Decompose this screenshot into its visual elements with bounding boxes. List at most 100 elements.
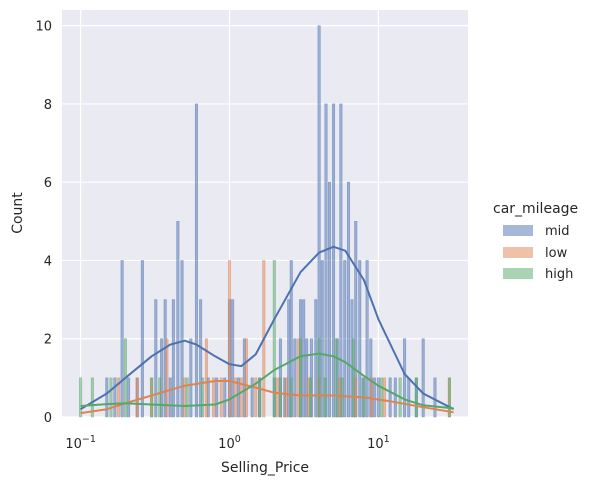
y-tick-label: 10	[35, 20, 52, 35]
kde-line-low	[80, 380, 454, 415]
bar-mid	[176, 221, 180, 418]
bar-mid	[194, 103, 198, 418]
bar-mid	[223, 377, 227, 418]
bar-mid	[407, 377, 411, 418]
bar-high	[414, 377, 418, 418]
bar-mid	[231, 299, 235, 418]
bar-mid	[328, 181, 332, 418]
bar-mid	[388, 377, 392, 418]
bar-mid	[358, 260, 362, 418]
x-axis-title: Selling_Price	[221, 460, 309, 476]
bar-low	[227, 260, 232, 418]
legend-label-mid: mid	[545, 224, 570, 239]
bar-mid	[180, 260, 184, 418]
bar-high	[379, 377, 384, 418]
bar-high	[289, 377, 293, 418]
bar-mid	[314, 299, 318, 418]
bar-mid	[339, 103, 343, 418]
bar-mid	[113, 377, 117, 418]
legend-swatch-high	[503, 268, 533, 279]
bar-mid	[372, 377, 376, 418]
bar-mid	[199, 299, 203, 418]
bar-mid	[403, 338, 407, 418]
y-tick-label: 4	[44, 254, 52, 269]
y-tick-label: 6	[44, 176, 52, 191]
bar-low	[135, 377, 139, 418]
y-tick-label: 8	[44, 98, 52, 113]
y-tick-label: 0	[44, 411, 52, 426]
bar-high	[90, 377, 94, 418]
bar-high	[323, 377, 327, 418]
bar-high	[447, 377, 451, 418]
bar-mid	[346, 181, 351, 418]
bar-high	[201, 377, 205, 418]
bar-low	[244, 338, 248, 418]
bar-high	[185, 377, 189, 418]
bar-low	[239, 377, 243, 418]
bar-high	[334, 338, 338, 418]
bar-high	[258, 377, 262, 418]
legend: car_mileage mid low high	[493, 201, 578, 282]
legend-label-high: high	[545, 267, 573, 282]
bar-high	[109, 377, 113, 418]
bar-high	[340, 377, 344, 418]
bar-high	[158, 377, 162, 418]
bars-high-series	[79, 260, 451, 418]
y-axis-title: Count	[10, 192, 26, 234]
y-tick-label: 2	[44, 333, 52, 348]
bar-low	[211, 377, 215, 418]
bar-mid	[105, 377, 109, 418]
bar-mid	[293, 338, 297, 418]
bar-mid	[171, 299, 175, 418]
bar-mid	[324, 103, 328, 418]
bar-high	[308, 377, 313, 418]
x-tick-label: 10−1	[65, 434, 96, 452]
legend-item-low: low	[503, 246, 568, 261]
bar-high	[79, 377, 83, 418]
bar-high	[317, 338, 321, 418]
bar-mid	[302, 299, 306, 418]
legend-swatch-low	[503, 247, 533, 258]
bar-mid	[215, 377, 219, 418]
bar-high	[150, 377, 154, 418]
bar-high	[272, 260, 276, 418]
bar-low	[284, 377, 288, 418]
legend-swatch-mid	[503, 225, 533, 236]
bar-mid	[168, 377, 172, 418]
bar-low	[382, 377, 387, 418]
legend-label-low: low	[545, 246, 568, 261]
bar-mid	[433, 377, 437, 418]
bar-mid	[127, 377, 131, 418]
kde-line-high	[80, 352, 454, 410]
legend-item-high: high	[503, 267, 573, 282]
bar-low	[254, 377, 258, 418]
bar-high	[298, 338, 303, 418]
bar-mid	[140, 260, 144, 418]
kde-curves	[80, 245, 455, 415]
kde-line-mid	[80, 245, 455, 411]
bar-mid	[365, 260, 369, 418]
bar-mid	[343, 260, 347, 418]
x-tick-labels: 10−1 100 101	[65, 434, 389, 452]
bar-low	[275, 377, 279, 418]
bar-low	[165, 338, 169, 418]
y-tick-labels: 0 2 4 6 8 10	[35, 20, 52, 426]
bar-high	[278, 377, 282, 418]
legend-title: car_mileage	[493, 201, 578, 217]
bar-low	[117, 377, 121, 418]
bar-mid	[421, 338, 425, 418]
bar-high	[351, 338, 355, 418]
bar-mid	[320, 260, 324, 418]
bar-mid	[332, 103, 336, 418]
x-tick-label: 101	[367, 434, 390, 452]
bar-mid	[393, 377, 397, 418]
bar-mid	[154, 299, 158, 418]
bar-mid	[120, 260, 124, 418]
bar-low	[204, 338, 208, 418]
bar-low	[219, 377, 223, 418]
bar-mid	[287, 299, 291, 418]
bar-mid	[189, 338, 193, 418]
bar-low	[183, 377, 187, 418]
x-tick-label: 100	[218, 434, 241, 452]
